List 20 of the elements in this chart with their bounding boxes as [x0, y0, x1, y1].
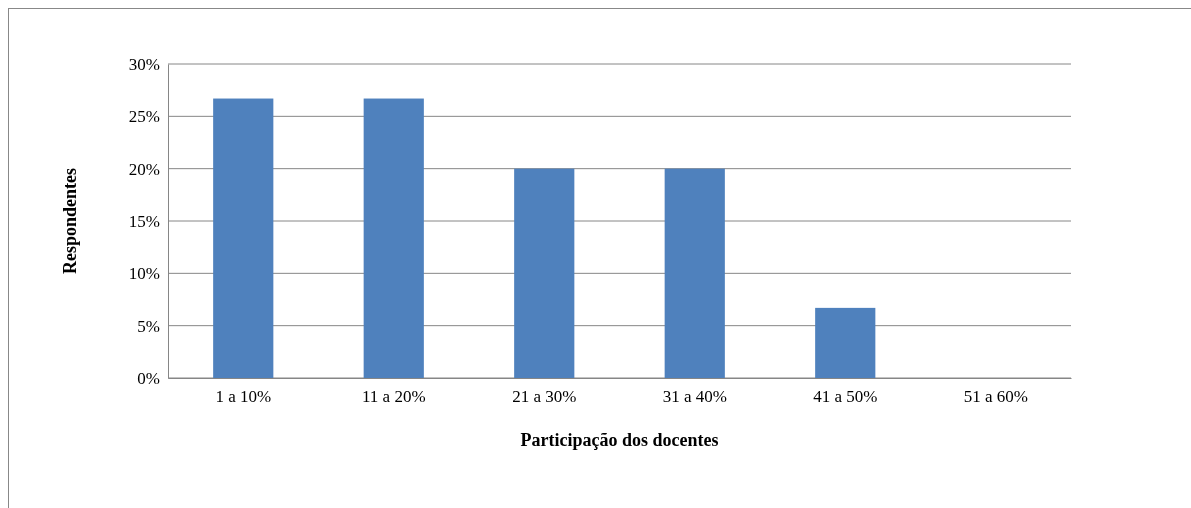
x-axis-title: Participação dos docentes [520, 430, 719, 450]
bar [664, 168, 725, 378]
y-tick-label: 0% [137, 368, 160, 388]
y-axis-title: Respondentes [60, 167, 80, 275]
y-tick-label: 20% [128, 159, 160, 179]
bar [213, 98, 274, 378]
x-tick-label: 1 a 10% [215, 387, 272, 407]
y-tick-label: 10% [128, 264, 160, 284]
x-tick-label: 41 a 50% [813, 387, 878, 407]
bar [815, 307, 876, 378]
x-tick-label: 21 a 30% [512, 387, 577, 407]
x-tick-label: 51 a 60% [963, 387, 1028, 407]
bar [363, 98, 424, 378]
y-tick-label: 25% [128, 107, 160, 127]
x-tick-label: 31 a 40% [662, 387, 727, 407]
x-tick-label: 11 a 20% [361, 387, 426, 407]
bar [514, 168, 575, 378]
y-tick-label: 30% [128, 54, 160, 74]
y-tick-label: 5% [137, 316, 160, 336]
y-tick-label: 15% [128, 211, 160, 231]
